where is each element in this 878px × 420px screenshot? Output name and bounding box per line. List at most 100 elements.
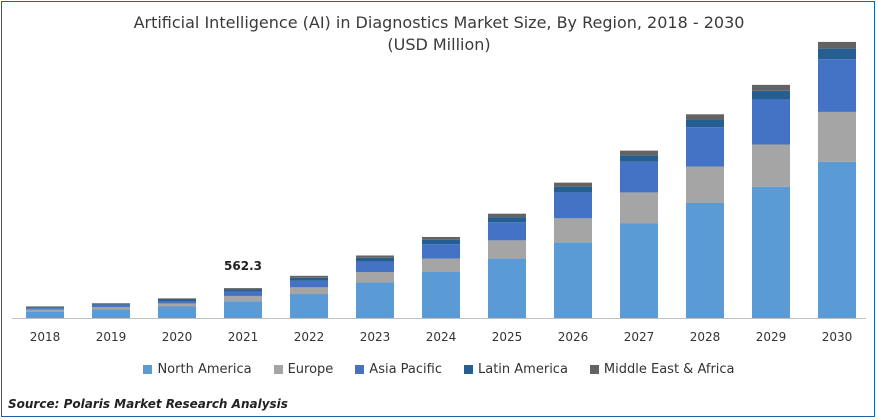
bar-latin-america-2030 xyxy=(818,48,856,60)
bar-asia-pacific-2029 xyxy=(752,99,790,145)
bar-europe-2029 xyxy=(752,144,790,187)
x-tick-label: 2023 xyxy=(360,330,391,344)
legend-item: Asia Pacific xyxy=(355,362,442,377)
bar-north-america-2025 xyxy=(488,258,526,318)
x-tick-label: 2022 xyxy=(294,330,325,344)
bar-north-america-2022 xyxy=(290,294,328,318)
bar-europe-2018 xyxy=(26,309,64,312)
x-tick-label: 2026 xyxy=(558,330,589,344)
bar-latin-america-2025 xyxy=(488,217,526,223)
bar-middle-east-africa-2027 xyxy=(620,150,658,156)
legend-item: Europe xyxy=(273,362,334,377)
bar-asia-pacific-2019 xyxy=(92,305,130,308)
chart-subtitle: (USD Million) xyxy=(387,35,491,54)
bar-north-america-2026 xyxy=(554,242,592,318)
bar-north-america-2019 xyxy=(92,309,130,318)
x-tick-label: 2019 xyxy=(96,330,127,344)
x-tick-label: 2025 xyxy=(492,330,523,344)
bar-middle-east-africa-2020 xyxy=(158,298,196,300)
bar-latin-america-2021 xyxy=(224,289,262,292)
bar-latin-america-2026 xyxy=(554,186,592,193)
bar-europe-2025 xyxy=(488,240,526,259)
chart-legend: North America Europe Asia Pacific Latin Ame… xyxy=(0,362,878,377)
bar-asia-pacific-2030 xyxy=(818,59,856,112)
data-label-2021: 562.3 xyxy=(224,259,262,273)
bar-asia-pacific-2024 xyxy=(422,244,460,259)
bar-middle-east-africa-2019 xyxy=(92,303,130,305)
legend-item: Latin America xyxy=(464,362,568,377)
legend-swatch xyxy=(464,365,473,374)
bar-asia-pacific-2027 xyxy=(620,161,658,193)
legend-label: North America xyxy=(157,362,252,377)
x-tick-label: 2029 xyxy=(756,330,787,344)
bar-europe-2024 xyxy=(422,258,460,272)
x-tick-label: 2030 xyxy=(822,330,853,344)
bar-north-america-2020 xyxy=(158,306,196,318)
bar-latin-america-2029 xyxy=(752,90,790,100)
bar-middle-east-africa-2023 xyxy=(356,255,394,258)
bar-latin-america-2019 xyxy=(92,304,130,306)
x-tick-label: 2027 xyxy=(624,330,655,344)
legend-label: Middle East & Africa xyxy=(603,362,735,377)
bar-middle-east-africa-2025 xyxy=(488,213,526,218)
bar-asia-pacific-2018 xyxy=(26,308,64,310)
bar-europe-2021 xyxy=(224,295,262,302)
legend-item: North America xyxy=(143,362,252,377)
bar-europe-2019 xyxy=(92,307,130,310)
bar-asia-pacific-2023 xyxy=(356,261,394,272)
bar-asia-pacific-2026 xyxy=(554,192,592,219)
bar-europe-2030 xyxy=(818,111,856,162)
legend-label: Latin America xyxy=(478,362,568,377)
legend-swatch xyxy=(589,365,599,374)
bar-europe-2022 xyxy=(290,287,328,295)
bar-middle-east-africa-2024 xyxy=(422,236,460,240)
bar-middle-east-africa-2022 xyxy=(290,275,328,278)
legend-swatch xyxy=(273,365,283,374)
x-tick-label: 2020 xyxy=(162,330,193,344)
bar-latin-america-2023 xyxy=(356,257,394,262)
bar-north-america-2021 xyxy=(224,301,262,318)
bar-latin-america-2022 xyxy=(290,277,328,281)
x-tick-label: 2024 xyxy=(426,330,457,344)
bar-asia-pacific-2020 xyxy=(158,301,196,304)
x-tick-label: 2018 xyxy=(30,330,61,344)
bar-europe-2027 xyxy=(620,192,658,224)
bar-latin-america-2020 xyxy=(158,299,196,302)
bar-asia-pacific-2021 xyxy=(224,291,262,296)
bar-middle-east-africa-2030 xyxy=(818,41,856,49)
legend-label: Europe xyxy=(287,362,334,377)
bar-north-america-2030 xyxy=(818,161,856,318)
bar-asia-pacific-2028 xyxy=(686,127,724,167)
bar-middle-east-africa-2021 xyxy=(224,288,262,290)
bar-asia-pacific-2022 xyxy=(290,280,328,288)
bar-latin-america-2027 xyxy=(620,155,658,162)
bar-north-america-2028 xyxy=(686,202,724,318)
bar-north-america-2029 xyxy=(752,186,790,318)
bar-middle-east-africa-2029 xyxy=(752,84,790,91)
bar-asia-pacific-2025 xyxy=(488,222,526,241)
bar-north-america-2024 xyxy=(422,271,460,318)
bar-europe-2020 xyxy=(158,303,196,307)
bar-europe-2028 xyxy=(686,166,724,203)
legend-label: Asia Pacific xyxy=(369,362,442,377)
bar-europe-2023 xyxy=(356,271,394,283)
bar-latin-america-2018 xyxy=(26,307,64,309)
bar-middle-east-africa-2026 xyxy=(554,182,592,187)
bar-north-america-2023 xyxy=(356,282,394,318)
chart-title: Artificial Intelligence (AI) in Diagnost… xyxy=(133,13,745,32)
bar-north-america-2027 xyxy=(620,223,658,318)
bar-middle-east-africa-2028 xyxy=(686,114,724,120)
source-note: Source: Polaris Market Research Analysis xyxy=(8,397,288,411)
bar-latin-america-2024 xyxy=(422,239,460,245)
legend-item: Middle East & Africa xyxy=(589,362,735,377)
x-tick-label: 2021 xyxy=(228,330,259,344)
bar-latin-america-2028 xyxy=(686,119,724,128)
x-tick-label: 2028 xyxy=(690,330,721,344)
bar-europe-2026 xyxy=(554,218,592,243)
bar-north-america-2018 xyxy=(26,311,64,318)
legend-swatch xyxy=(355,365,365,374)
legend-swatch xyxy=(143,365,153,374)
bar-middle-east-africa-2018 xyxy=(26,306,64,308)
